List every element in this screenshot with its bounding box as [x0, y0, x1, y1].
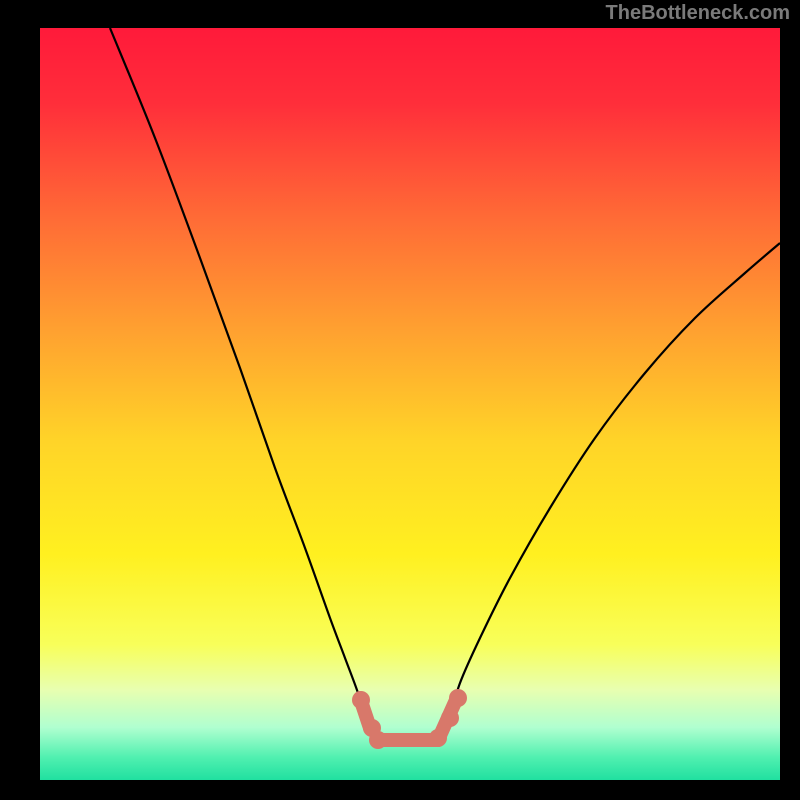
marker-dot — [352, 691, 370, 709]
marker-dot — [441, 709, 459, 727]
watermark-text: TheBottleneck.com — [606, 2, 790, 25]
marker-dot — [369, 731, 387, 749]
marker-dot — [429, 729, 447, 747]
right-bottleneck-curve — [450, 243, 780, 718]
chart-curves-layer — [40, 28, 780, 780]
chart-plot-area — [40, 28, 780, 780]
left-bottleneck-curve — [110, 28, 365, 718]
marker-dot — [449, 689, 467, 707]
bottom-markers — [352, 689, 467, 749]
